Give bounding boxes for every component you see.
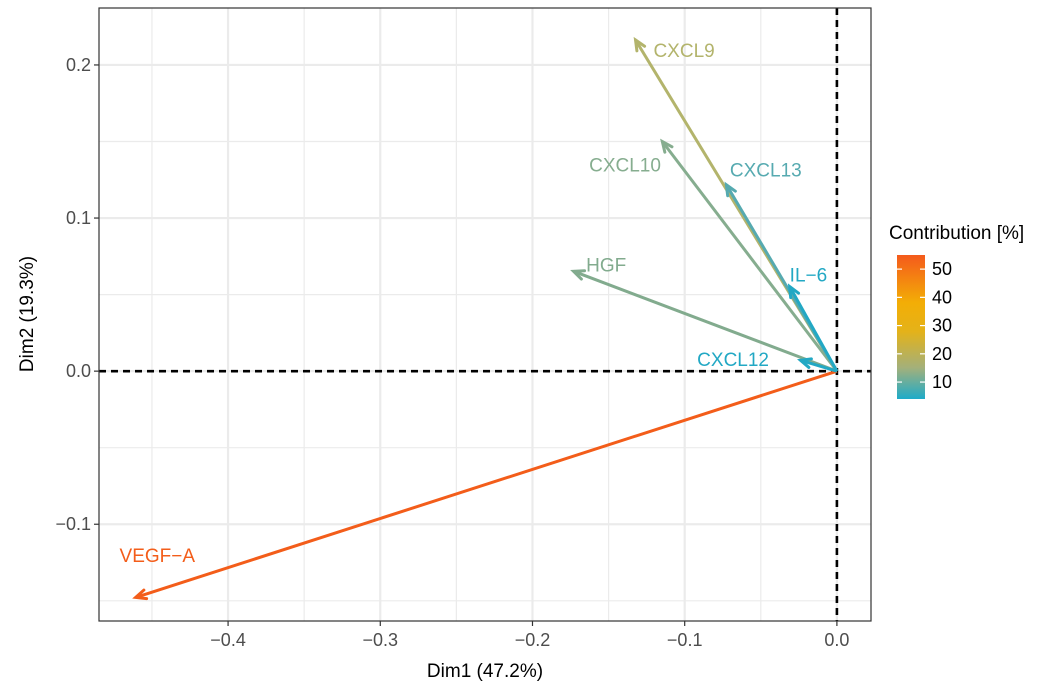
x-tick-label: −0.3 xyxy=(363,630,399,650)
y-tick-label: 0.2 xyxy=(66,55,91,75)
legend-tick-label: 10 xyxy=(932,372,952,392)
y-tick-label: −0.1 xyxy=(55,514,91,534)
y-axis-ticks: −0.1 0.0 0.1 0.2 xyxy=(55,55,99,534)
vector-label-cxcl12: CXCL12 xyxy=(697,350,769,371)
arrow-head xyxy=(787,283,801,300)
x-tick-label: −0.4 xyxy=(210,630,246,650)
vector-label-il-6: IL−6 xyxy=(790,266,828,287)
reference-lines xyxy=(99,8,871,621)
contribution-legend: Contribution [%] 50 40 30 20 10 xyxy=(889,223,1024,399)
arrow-head xyxy=(633,36,647,53)
vector-line xyxy=(788,285,839,372)
x-tick-label: −0.1 xyxy=(667,630,703,650)
vector-line xyxy=(800,358,838,373)
vector-arrows xyxy=(132,36,839,601)
vector-label-cxcl10: CXCL10 xyxy=(589,156,661,177)
y-axis-label: Dim2 (19.3%) xyxy=(17,256,38,372)
vector-label-cxcl9: CXCL9 xyxy=(653,41,714,62)
vector-label-hgf: HGF xyxy=(586,255,626,276)
vector-cxcl10 xyxy=(660,138,839,373)
vector-label-vegf-a: VEGF−A xyxy=(120,546,196,567)
plot-panel xyxy=(99,8,871,621)
plot-border xyxy=(98,7,872,622)
arrow-head xyxy=(797,357,813,369)
legend-tick-label: 30 xyxy=(932,316,952,336)
arrow-head xyxy=(132,588,149,601)
legend-title: Contribution [%] xyxy=(889,223,1024,244)
arrow-head xyxy=(724,181,737,198)
y-tick-label: 0.1 xyxy=(66,208,91,228)
vector-line xyxy=(573,269,838,373)
legend-tick-label: 50 xyxy=(932,259,952,279)
x-tick-label: −0.2 xyxy=(515,630,551,650)
legend-ticks: 50 40 30 20 10 xyxy=(897,259,952,392)
vector-labels: VEGF−A CXCL9 CXCL10 CXCL13 HGF IL−6 CXCL12 xyxy=(120,41,828,567)
vector-cxcl12 xyxy=(797,357,838,373)
legend-tick-label: 20 xyxy=(932,344,952,364)
legend-colorbar xyxy=(897,255,925,399)
vector-vegf-a xyxy=(132,369,838,601)
y-tick-label: 0.0 xyxy=(66,361,91,381)
legend-tick-label: 40 xyxy=(932,287,952,307)
x-tick-label: 0.0 xyxy=(824,630,849,650)
vector-line xyxy=(135,369,838,599)
vector-label-cxcl13: CXCL13 xyxy=(730,160,802,181)
arrow-head xyxy=(570,269,587,281)
x-axis-label: Dim1 (47.2%) xyxy=(427,661,543,682)
vector-hgf xyxy=(570,269,838,373)
x-axis-ticks: −0.4 −0.3 −0.2 −0.1 0.0 xyxy=(210,621,849,650)
vector-il-6 xyxy=(787,283,839,372)
arrow-head xyxy=(660,138,674,154)
vector-line xyxy=(661,140,839,373)
